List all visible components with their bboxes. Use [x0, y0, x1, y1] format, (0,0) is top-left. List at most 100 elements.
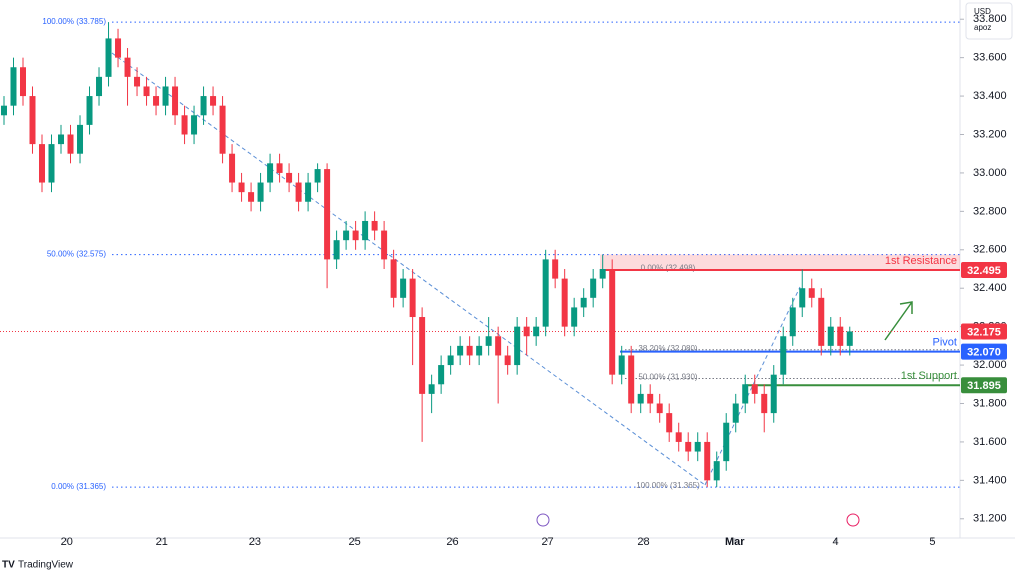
- candle-body: [742, 384, 749, 404]
- x-tick-label: 21: [156, 536, 168, 548]
- fib-label: 50.00% (31.930): [638, 373, 697, 382]
- candle-body: [694, 441, 701, 452]
- level-name: 1st Support: [901, 370, 957, 382]
- candle-body: [29, 96, 36, 145]
- candle-body: [542, 259, 549, 327]
- candle-body: [267, 163, 274, 183]
- candle-body: [314, 169, 321, 183]
- candle-body: [533, 326, 540, 337]
- candle-body: [732, 403, 739, 423]
- candle-body: [39, 144, 46, 183]
- candle-body: [808, 288, 815, 298]
- price-tag-label: 32.495: [967, 265, 1001, 277]
- x-tick-label: 20: [61, 536, 73, 548]
- candle-body: [466, 345, 473, 356]
- candle-body: [10, 67, 17, 106]
- candle-body: [0, 105, 7, 116]
- x-tick-label: 25: [349, 536, 361, 548]
- candle-body: [343, 230, 350, 241]
- candle-body: [561, 278, 568, 327]
- candle-body: [238, 182, 245, 193]
- candle-body: [162, 86, 169, 106]
- x-tick-label: 23: [249, 536, 261, 548]
- candle-body: [362, 220, 369, 241]
- candle-body: [504, 355, 511, 366]
- candle-body: [96, 76, 103, 97]
- candle-body: [305, 182, 312, 202]
- candle-body: [780, 336, 787, 375]
- candle-body: [153, 96, 160, 106]
- candle-body: [789, 307, 796, 337]
- x-tick-label: 28: [637, 536, 649, 548]
- candle-body: [371, 220, 378, 231]
- fib-label: 38.20% (32.080): [638, 344, 697, 353]
- candle-body: [457, 345, 464, 356]
- candle-body: [77, 124, 84, 154]
- candle-body: [181, 115, 188, 135]
- x-tick-label: 4: [832, 536, 838, 548]
- candle-body: [134, 76, 141, 87]
- candle-body: [58, 134, 65, 145]
- price-tag: [961, 343, 1007, 360]
- candle-body: [19, 67, 26, 97]
- fib-label: 0.00% (31.365): [51, 482, 106, 491]
- candle-body: [751, 384, 758, 394]
- candle-body: [286, 172, 293, 183]
- x-tick-label: 27: [541, 536, 553, 548]
- currency-box[interactable]: [965, 2, 1013, 40]
- candle-body: [143, 86, 150, 97]
- event-icon[interactable]: [536, 513, 550, 527]
- candle-body: [818, 297, 825, 346]
- candle-body: [713, 461, 720, 481]
- candle-body: [400, 278, 407, 298]
- y-tick-label: 32.000: [973, 359, 1007, 371]
- candle-body: [333, 240, 340, 260]
- fib-label: 100.00% (31.365): [636, 481, 700, 490]
- candle-body: [799, 288, 806, 308]
- brand: TradingView: [18, 560, 74, 571]
- candle-body: [295, 182, 302, 202]
- candle-body: [628, 355, 635, 404]
- candle-body: [191, 115, 198, 135]
- candle-body: [409, 278, 416, 318]
- candle-body: [770, 374, 777, 414]
- y-tick-label: 33.200: [973, 128, 1007, 140]
- resistance-zone: [600, 254, 960, 270]
- event-icon[interactable]: [846, 513, 860, 527]
- candle-body: [476, 345, 483, 356]
- price-tag-label: 32.175: [967, 326, 1001, 338]
- y-tick-label: 32.400: [973, 282, 1007, 294]
- candle-body: [257, 182, 264, 202]
- price-tag-label: 31.895: [967, 380, 1001, 392]
- x-tick-label: Mar: [725, 536, 745, 548]
- y-tick-label: 33.400: [973, 90, 1007, 102]
- candle-body: [837, 326, 844, 346]
- candle-body: [666, 413, 673, 433]
- candle-body: [390, 259, 397, 298]
- y-tick-label: 31.800: [973, 397, 1007, 409]
- candle-body: [229, 153, 236, 183]
- candle-body: [609, 269, 616, 375]
- candle-body: [447, 355, 454, 366]
- candle-body: [248, 192, 255, 202]
- y-tick-label: 32.800: [973, 205, 1007, 217]
- level-name: Pivot: [933, 337, 957, 349]
- arrow: [884, 301, 913, 341]
- candle-body: [523, 326, 530, 337]
- candle-body: [656, 403, 663, 414]
- price-tag-label: 32.070: [967, 347, 1001, 359]
- candle-body: [172, 86, 179, 116]
- price-tag: [961, 323, 1007, 340]
- trend-line: [704, 286, 801, 486]
- candle-body: [200, 96, 207, 116]
- x-tick-label: 5: [929, 536, 935, 548]
- candle-body: [428, 384, 435, 394]
- candle-body: [599, 269, 606, 279]
- fib-label: 100.00% (33.785): [42, 17, 106, 26]
- candle-body: [846, 331, 853, 346]
- candle-body: [675, 432, 682, 442]
- candle-body: [419, 317, 426, 394]
- candle-body: [381, 230, 388, 260]
